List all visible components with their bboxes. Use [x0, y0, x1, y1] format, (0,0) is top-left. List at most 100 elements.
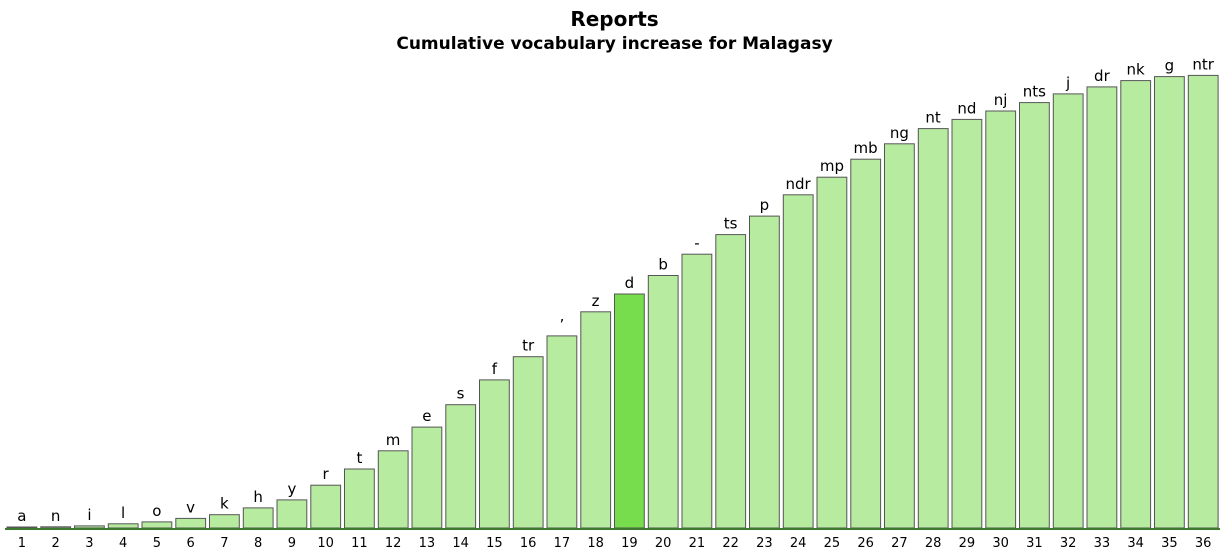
bar-5[interactable] [141, 521, 173, 529]
bar-34[interactable] [1120, 80, 1152, 529]
bar-17[interactable] [546, 335, 578, 529]
bar-8[interactable] [242, 507, 274, 529]
bar-28[interactable] [917, 128, 949, 529]
bar-label: mb [854, 139, 878, 157]
bar-15[interactable] [479, 379, 510, 529]
bar-25[interactable] [816, 176, 848, 529]
x-tick-label: 6 [186, 536, 194, 551]
bar-label: n [51, 507, 61, 525]
bar-32[interactable] [1052, 93, 1084, 529]
bar-label: p [760, 196, 770, 214]
bar-label: ndr [785, 175, 811, 193]
bar-label: ’ [560, 316, 565, 334]
x-tick-label: 26 [857, 536, 874, 551]
x-tick-label: 3 [85, 536, 93, 551]
x-tick-label: 7 [220, 536, 228, 551]
bar-label: ng [890, 124, 909, 142]
bar-3[interactable] [74, 525, 105, 529]
x-tick-label: 20 [655, 536, 672, 551]
x-tick-label: 28 [925, 536, 942, 551]
bar-30[interactable] [985, 110, 1017, 529]
bar-4[interactable] [107, 523, 139, 529]
bar-label: tr [522, 337, 535, 355]
bar-20[interactable] [647, 275, 679, 529]
bar-14[interactable] [445, 404, 477, 529]
bar-2[interactable] [40, 526, 72, 529]
x-tick-label: 27 [891, 536, 908, 551]
bar-7[interactable] [209, 514, 240, 529]
x-tick-label: 9 [288, 536, 296, 551]
bar-35[interactable] [1154, 76, 1185, 529]
bar-12[interactable] [377, 450, 409, 529]
bar-label: t [356, 449, 362, 467]
bar-label: nts [1023, 83, 1046, 101]
bar-29[interactable] [951, 118, 983, 529]
bar-label: k [220, 495, 229, 513]
bar-label: o [152, 502, 161, 520]
bar-label: j [1065, 74, 1070, 92]
x-tick-label: 33 [1094, 536, 1111, 551]
bar-label: m [386, 431, 401, 449]
bar-23[interactable] [749, 215, 780, 529]
bar-18[interactable] [580, 311, 612, 529]
bar-label: mp [820, 157, 844, 175]
x-tick-label: 13 [419, 536, 436, 551]
x-tick-label: 10 [317, 536, 334, 551]
x-tick-label: 8 [254, 536, 262, 551]
bar-label: nj [994, 91, 1008, 109]
bar-label: a [17, 507, 26, 525]
x-tick-label: 12 [385, 536, 402, 551]
bar-13[interactable] [411, 426, 443, 529]
x-tick-label: 32 [1060, 536, 1077, 551]
bar-22[interactable] [715, 234, 747, 529]
bar-label: z [592, 292, 600, 310]
bar-6[interactable] [175, 517, 207, 529]
x-tick-label: 22 [722, 536, 739, 551]
bar-label: - [694, 234, 699, 252]
bar-label: dr [1094, 67, 1111, 85]
x-tick-label: 4 [119, 536, 127, 551]
x-tick-label: 23 [756, 536, 773, 551]
bar-label: nk [1126, 61, 1145, 79]
bar-label: e [422, 407, 431, 425]
bar-label: r [323, 465, 330, 483]
bar-16[interactable] [512, 356, 544, 529]
bar-26[interactable] [850, 158, 882, 529]
bar-21[interactable] [681, 253, 713, 529]
x-tick-label: 11 [351, 536, 368, 551]
bar-label: y [287, 480, 296, 498]
x-tick-label: 29 [959, 536, 976, 551]
bar-27[interactable] [884, 143, 915, 529]
x-tick-label: 24 [790, 536, 807, 551]
bar-9[interactable] [276, 499, 308, 529]
x-tick-label: 19 [621, 536, 638, 551]
bar-label: l [121, 504, 125, 522]
bar-24[interactable] [782, 194, 814, 529]
bar-36[interactable] [1187, 74, 1219, 529]
x-tick-label: 1 [18, 536, 26, 551]
chart-subtitle: Cumulative vocabulary increase for Malag… [396, 34, 833, 54]
x-tick-label: 25 [824, 536, 841, 551]
x-tick-label: 5 [153, 536, 161, 551]
bar-label: s [457, 385, 465, 403]
bar-label: g [1165, 57, 1175, 75]
bar-label: h [253, 488, 263, 506]
bar-1[interactable] [6, 526, 38, 529]
bar-label: nd [957, 99, 976, 117]
bar-10[interactable] [310, 484, 342, 529]
x-tick-label: 2 [51, 536, 59, 551]
x-tick-label: 35 [1161, 536, 1178, 551]
bar-label: f [492, 360, 498, 378]
bar-11[interactable] [344, 468, 375, 529]
bar-31[interactable] [1019, 102, 1050, 529]
x-tick-label: 17 [554, 536, 571, 551]
chart-title: Reports [570, 7, 659, 31]
bar-label: ntr [1192, 55, 1214, 73]
x-tick-label: 21 [689, 536, 706, 551]
bar-33[interactable] [1086, 86, 1118, 529]
bar-label: v [186, 498, 195, 516]
bar-label: i [87, 506, 91, 524]
bar-19[interactable] [614, 293, 645, 529]
bar-label: ts [724, 215, 738, 233]
